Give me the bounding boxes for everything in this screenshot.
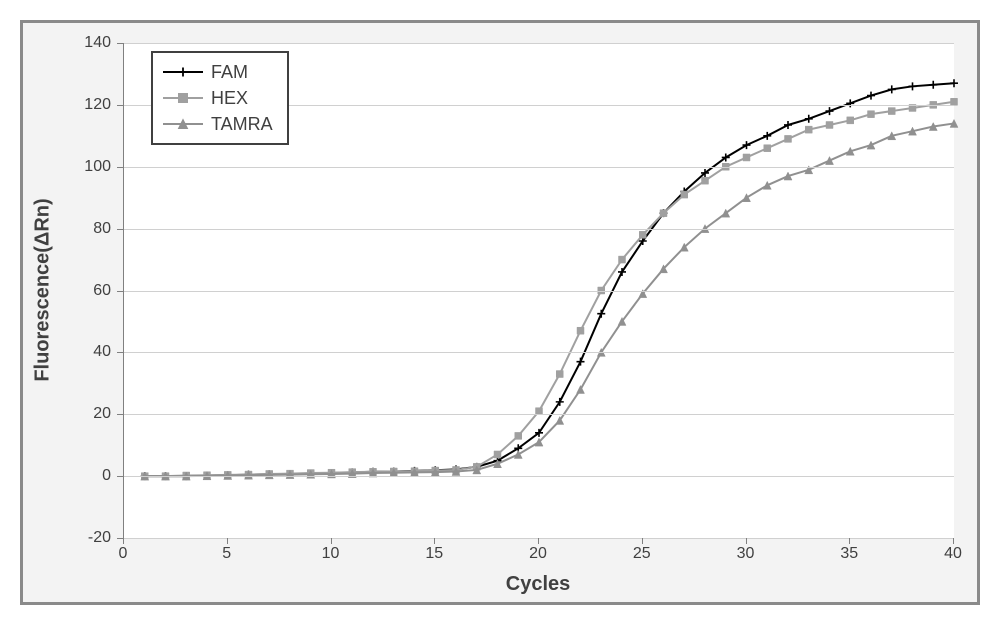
legend-item: TAMRA: [163, 111, 273, 137]
series-marker-hex: [494, 451, 501, 458]
series-marker-tamra: [577, 386, 585, 394]
legend-swatch: [163, 62, 203, 82]
gridline: [124, 43, 954, 44]
x-axis-label: Cycles: [506, 573, 571, 596]
x-tick-label: 40: [944, 545, 962, 563]
y-tick-label: -20: [88, 529, 111, 547]
series-marker-fam: [867, 92, 875, 100]
x-tick-label: 5: [222, 545, 231, 563]
y-tick-mark: [117, 414, 123, 415]
y-tick-mark: [117, 43, 123, 44]
y-tick-mark: [117, 476, 123, 477]
x-tick-label: 30: [737, 545, 755, 563]
series-line-hex: [145, 102, 954, 476]
x-tick-mark: [123, 538, 124, 544]
x-tick-label: 0: [119, 545, 128, 563]
x-tick-mark: [434, 538, 435, 544]
series-marker-fam: [846, 99, 854, 107]
y-tick-label: 80: [93, 220, 111, 238]
y-tick-label: 100: [84, 158, 111, 176]
series-marker-hex: [660, 210, 667, 217]
series-marker-hex: [639, 231, 646, 238]
series-marker-hex: [681, 191, 688, 198]
series-marker-hex: [888, 108, 895, 115]
series-marker-fam: [888, 85, 896, 93]
series-marker-hex: [702, 177, 709, 184]
x-tick-mark: [953, 538, 954, 544]
series-line-tamra: [145, 123, 954, 476]
x-tick-label: 25: [633, 545, 651, 563]
series-marker-tamra: [826, 157, 834, 165]
legend-swatch: [163, 114, 203, 134]
x-tick-mark: [746, 538, 747, 544]
y-tick-label: 140: [84, 34, 111, 52]
x-tick-label: 10: [322, 545, 340, 563]
series-marker-hex: [826, 121, 833, 128]
series-marker-hex: [805, 126, 812, 133]
legend-label: HEX: [211, 88, 248, 109]
series-marker-hex: [743, 154, 750, 161]
series-marker-fam: [909, 82, 917, 90]
y-tick-mark: [117, 291, 123, 292]
legend-item: HEX: [163, 85, 273, 111]
x-tick-label: 15: [425, 545, 443, 563]
gridline: [124, 291, 954, 292]
legend-item: FAM: [163, 59, 273, 85]
x-tick-mark: [849, 538, 850, 544]
y-tick-label: 20: [93, 405, 111, 423]
series-marker-hex: [577, 327, 584, 334]
y-tick-mark: [117, 229, 123, 230]
series-marker-fam: [577, 358, 585, 366]
series-marker-fam: [805, 115, 813, 123]
legend-swatch: [163, 88, 203, 108]
series-marker-hex: [785, 135, 792, 142]
gridline: [124, 414, 954, 415]
series-marker-fam: [597, 310, 605, 318]
series-marker-hex: [847, 117, 854, 124]
x-tick-mark: [642, 538, 643, 544]
chart-frame: Fluorescence(ΔRn) Cycles FAM HEX TAMRA -20…: [20, 20, 980, 605]
legend: FAM HEX TAMRA: [151, 51, 289, 145]
gridline: [124, 476, 954, 477]
series-marker-fam: [784, 121, 792, 129]
y-tick-label: 120: [84, 96, 111, 114]
series-marker-fam: [763, 132, 771, 140]
series-marker-fam: [826, 107, 834, 115]
series-marker-hex: [764, 145, 771, 152]
series-marker-hex: [868, 111, 875, 118]
gridline: [124, 167, 954, 168]
legend-label: FAM: [211, 62, 248, 83]
series-marker-tamra: [763, 181, 771, 189]
legend-label: TAMRA: [211, 114, 273, 135]
x-tick-mark: [331, 538, 332, 544]
y-axis-label: Fluorescence(ΔRn): [32, 198, 55, 381]
series-marker-hex: [556, 371, 563, 378]
y-tick-mark: [117, 352, 123, 353]
gridline: [124, 352, 954, 353]
gridline: [124, 229, 954, 230]
y-tick-mark: [117, 167, 123, 168]
y-tick-mark: [117, 105, 123, 106]
x-tick-label: 20: [529, 545, 547, 563]
x-tick-mark: [227, 538, 228, 544]
series-marker-fam: [929, 81, 937, 89]
series-marker-hex: [619, 256, 626, 263]
gridline: [124, 538, 954, 539]
y-tick-label: 0: [102, 467, 111, 485]
series-marker-fam: [950, 79, 958, 87]
x-tick-mark: [538, 538, 539, 544]
series-marker-hex: [515, 432, 522, 439]
y-tick-label: 60: [93, 282, 111, 300]
y-tick-label: 40: [93, 343, 111, 361]
x-tick-label: 35: [840, 545, 858, 563]
